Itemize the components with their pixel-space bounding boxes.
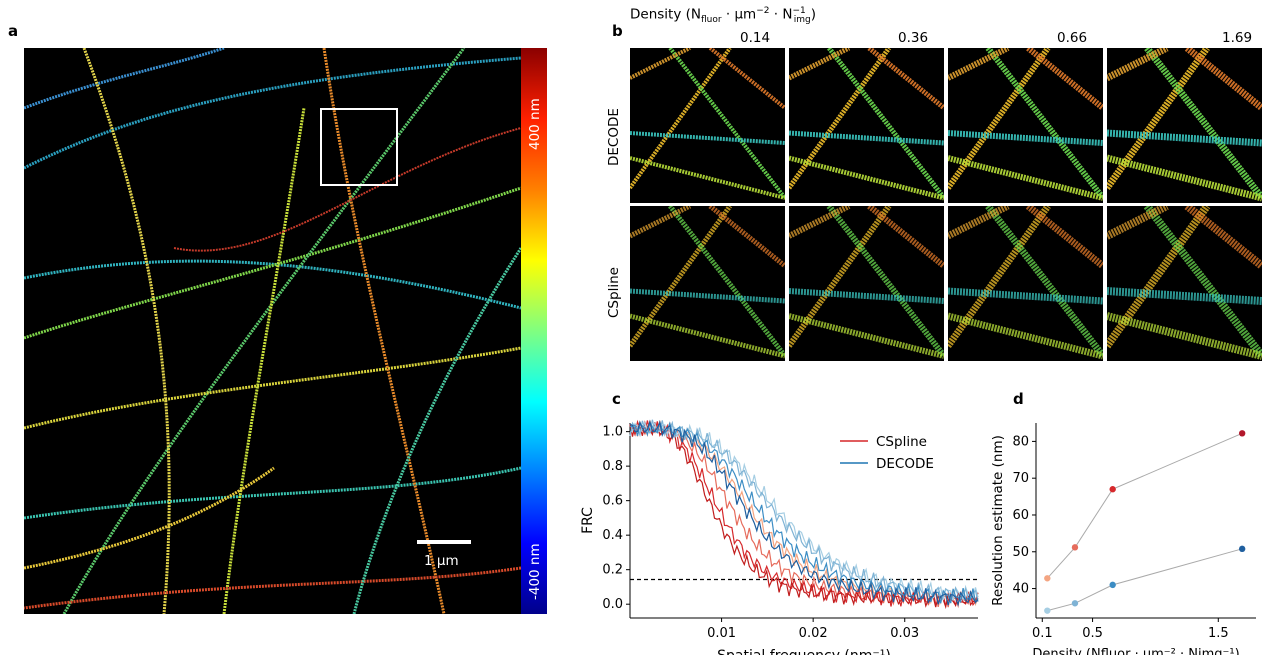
scale-bar-label: 1 μm [424,553,459,569]
resolution-point [1238,430,1246,437]
density-label: 0.14 [740,30,771,46]
zoom-thumbnail [789,206,944,361]
panel-c-letter: c [612,390,621,408]
zoom-thumbnail [1107,206,1262,361]
frc-curve [629,421,979,602]
y-tick-label: 40 [1012,582,1029,597]
legend-label: CSpline [876,434,927,450]
density-label: 0.36 [898,30,929,46]
frc-curve [629,419,979,603]
y-tick-label: 0.8 [602,459,623,474]
row-label-decode: DECODE [606,108,622,166]
density-label: 0.66 [1057,30,1088,46]
y-tick-label: 0.0 [602,597,623,612]
panel-d-letter: d [1013,390,1024,408]
resolution-point [1071,600,1079,607]
resolution-point [1044,607,1051,614]
zoom-thumbnail [1107,48,1262,203]
resolution-chart: 40 50 60 70 80 0.1 0.5 1.5 Resolution estimate (… [990,423,1256,655]
density-title-sup2: −1 [792,6,806,16]
resolution-point [1109,486,1116,493]
x-axis-label: Density (Nfluor · μm⁻² · Nimg⁻¹) [1032,647,1239,655]
density-title-suffix: ) [810,6,817,23]
y-tick-label: 70 [1012,471,1029,486]
zoom-thumbnail [630,206,785,361]
frc-curve [629,422,979,609]
panel-b-letter: b [612,22,623,40]
zoom-thumbnail [789,48,944,203]
frc-chart: 0.0 0.2 0.4 0.6 0.8 1.0 0.01 0.02 0.03 FRC Spatial… [580,419,979,655]
y-tick-label: 50 [1012,545,1029,560]
x-axis-label: Spatial frequency (nm⁻¹) [717,648,891,655]
zoom-thumbnail [630,48,785,203]
resolution-line [1046,432,1243,579]
y-tick-label: 0.2 [602,563,623,578]
x-tick-label: 0.01 [707,626,736,641]
row-label-cspline: CSpline [606,267,622,318]
x-tick-label: 1.5 [1208,626,1229,641]
frc-curve [629,419,979,605]
filament-overlay [24,48,521,614]
y-axis-label: FRC [580,507,596,534]
resolution-line [1047,548,1243,612]
x-tick-label: 0.02 [799,626,828,641]
density-title-mid2: · N [769,6,793,23]
density-title-mid: · μm [721,6,757,23]
y-tick-label: 0.6 [602,494,623,509]
resolution-point [1071,544,1079,551]
zoom-thumbnail [948,48,1103,203]
density-title-sup: −2 [756,6,770,16]
density-label: 1.69 [1222,30,1253,46]
density-title-prefix: Density (N [630,6,701,23]
y-tick-label: 60 [1012,508,1029,523]
frc-curve [629,419,979,607]
zoom-roi-box [320,108,398,186]
x-tick-label: 0.1 [1032,626,1053,641]
resolution-point [1109,581,1116,589]
density-title-sub-fluor: fluor [700,15,722,26]
colorbar-bottom-label: -400 nm [527,543,543,600]
resolution-point [1044,575,1051,582]
resolution-point [1238,545,1246,553]
x-tick-label: 0.5 [1082,626,1103,641]
scale-bar [417,540,471,544]
panel-a-letter: a [8,22,19,40]
legend-label: DECODE [876,456,934,472]
y-tick-label: 80 [1012,434,1029,449]
x-tick-label: 0.03 [890,626,919,641]
y-tick-label: 1.0 [602,425,623,440]
y-axis-label: Resolution estimate (nm) [990,435,1006,606]
microscopy-image: 1 μm [24,48,521,614]
zoom-thumbnail [948,206,1103,361]
depth-colorbar [521,48,547,614]
density-title-sub-img: img [793,15,811,26]
colorbar-top-label: 400 nm [527,98,543,150]
frc-curve [629,419,979,608]
y-tick-label: 0.4 [602,528,623,543]
density-title: Density (Nfluor · μm−2 · N−1img) [630,6,816,25]
